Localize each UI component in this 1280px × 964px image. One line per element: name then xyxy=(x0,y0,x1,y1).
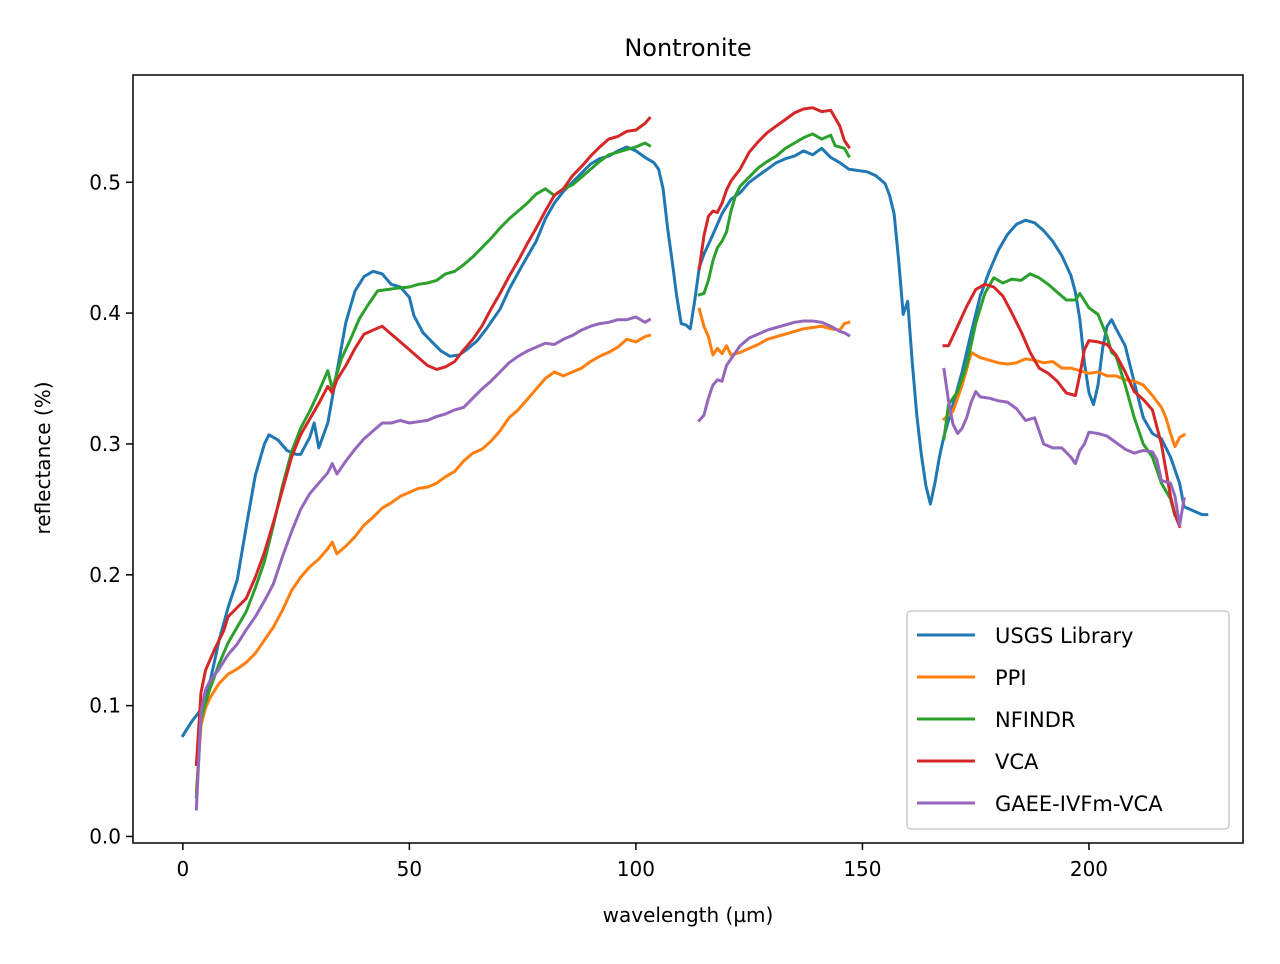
axes: 0 50 100 150 200 0.0 0.1 0.2 0.3 0.4 0.5 xyxy=(89,74,1244,881)
series-line-2-segment-2 xyxy=(942,272,1182,522)
series-line-4-segment-0 xyxy=(194,315,652,811)
y-tick-label: 0.0 xyxy=(89,824,121,848)
series-line-1-segment-2 xyxy=(941,350,1187,449)
legend-entry-label: VCA xyxy=(995,750,1039,774)
series-line-3-segment-1 xyxy=(697,106,851,271)
legend: USGS Library PPI NFINDR VCA GAEE-IVFm-VCA xyxy=(906,610,1230,830)
series-line-4-segment-1 xyxy=(697,319,851,423)
plot-area xyxy=(180,106,1209,811)
legend-box xyxy=(906,610,1230,830)
series-line-1-segment-1 xyxy=(697,307,851,357)
series-line-2-segment-1 xyxy=(697,132,851,297)
x-tick-label: 100 xyxy=(617,857,655,881)
y-tick-label: 0.1 xyxy=(89,694,121,718)
x-tick-label: 200 xyxy=(1070,857,1108,881)
legend-entry-label: PPI xyxy=(995,666,1027,690)
y-tick-label: 0.5 xyxy=(89,170,121,194)
series-line-3-segment-0 xyxy=(194,116,652,767)
legend-entry-label: USGS Library xyxy=(995,624,1133,648)
chart-title: Nontronite xyxy=(624,34,751,62)
x-tick-label: 50 xyxy=(397,857,422,881)
legend-entry-label: NFINDR xyxy=(995,708,1075,732)
series-line-0-segment-0 xyxy=(180,145,1209,738)
series-line-1-segment-0 xyxy=(194,333,652,793)
y-tick-label: 0.3 xyxy=(89,432,121,456)
x-axis-label: wavelength (µm) xyxy=(603,903,774,927)
series-line-4-segment-2 xyxy=(942,367,1186,527)
series-line-3-segment-2 xyxy=(942,282,1182,529)
y-axis-label: reflectance (%) xyxy=(31,381,55,534)
y-tick-label: 0.4 xyxy=(89,301,121,325)
y-tick-label: 0.2 xyxy=(89,563,121,587)
plot-frame xyxy=(132,74,1244,844)
legend-entry-label: GAEE-IVFm-VCA xyxy=(995,792,1163,816)
x-tick-label: 0 xyxy=(176,857,189,881)
x-tick-label: 150 xyxy=(843,857,881,881)
series-line-2-segment-0 xyxy=(194,141,652,799)
